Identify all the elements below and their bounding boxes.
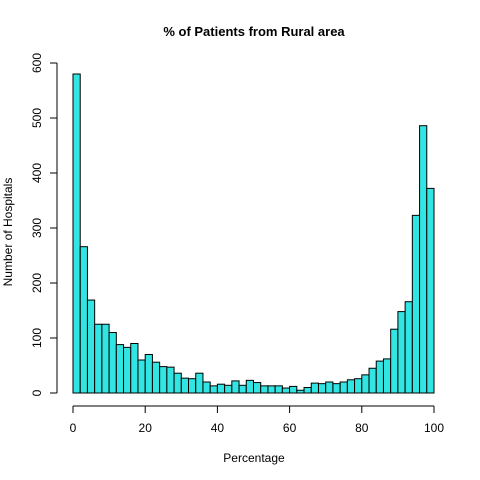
histogram-bar [80, 247, 87, 393]
y-tick-label: 300 [30, 218, 44, 238]
histogram-bar [391, 329, 398, 393]
histogram-bar [355, 379, 362, 393]
histogram-bar [398, 312, 405, 393]
histogram-bar [311, 383, 318, 393]
histogram-bar [131, 344, 138, 394]
histogram-bar [196, 373, 203, 393]
histogram-bar [203, 382, 210, 393]
histogram-bar [160, 367, 167, 393]
histogram-bar [217, 384, 224, 393]
histogram-bar [333, 384, 340, 393]
histogram-bar [145, 355, 152, 394]
histogram-bar [109, 333, 116, 394]
histogram-bar [326, 382, 333, 393]
histogram-bar [210, 386, 217, 393]
y-tick-label: 500 [30, 108, 44, 128]
histogram-bar [282, 388, 289, 393]
y-tick-label: 100 [30, 328, 44, 348]
x-tick-label: 80 [355, 421, 369, 435]
histogram-bar [167, 367, 174, 393]
x-axis: 0 20 40 60 80 100 [70, 406, 445, 435]
histogram-bar [254, 383, 261, 393]
histogram-bar [362, 375, 369, 393]
histogram-bar [304, 388, 311, 394]
histogram-bar [246, 380, 253, 393]
y-tick-label: 400 [30, 163, 44, 183]
histogram-bar [232, 381, 239, 393]
histogram-bar [275, 386, 282, 393]
y-axis: 0 100 200 300 400 500 600 [30, 53, 57, 397]
histogram-bar [152, 362, 159, 393]
histogram-bar [290, 386, 297, 393]
histogram-bar [420, 126, 427, 393]
x-tick-label: 20 [139, 421, 153, 435]
histogram-bar [369, 368, 376, 393]
bars-group [73, 74, 434, 393]
histogram-bar [412, 215, 419, 393]
histogram-bar [174, 373, 181, 393]
histogram-bar [383, 359, 390, 393]
histogram-bar [340, 382, 347, 393]
histogram-bar [87, 300, 94, 393]
histogram-bar [347, 380, 354, 393]
histogram-bar [318, 384, 325, 393]
histogram-bar [95, 324, 102, 393]
chart-title: % of Patients from Rural area [163, 24, 345, 39]
x-axis-title: Percentage [223, 451, 285, 465]
histogram-bar [239, 385, 246, 393]
y-axis-title: Number of Hospitals [1, 178, 15, 287]
y-tick-label: 0 [30, 389, 44, 396]
x-tick-label: 100 [424, 421, 444, 435]
histogram-bar [138, 360, 145, 393]
histogram-bar [376, 361, 383, 393]
histogram-bar [73, 74, 80, 393]
histogram-bar [225, 385, 232, 393]
y-tick-label: 200 [30, 273, 44, 293]
histogram-bar [297, 390, 304, 393]
histogram-bar [405, 302, 412, 393]
histogram-bar [124, 347, 131, 393]
y-tick-label: 600 [30, 53, 44, 73]
histogram-bar [102, 324, 109, 393]
x-tick-label: 40 [211, 421, 225, 435]
x-tick-label: 0 [70, 421, 77, 435]
histogram-bar [189, 379, 196, 393]
x-tick-label: 60 [283, 421, 297, 435]
histogram-bar [116, 345, 123, 393]
histogram-bar [268, 386, 275, 393]
histogram-bar [261, 386, 268, 393]
histogram-bar [427, 188, 434, 393]
histogram-bar [181, 378, 188, 393]
